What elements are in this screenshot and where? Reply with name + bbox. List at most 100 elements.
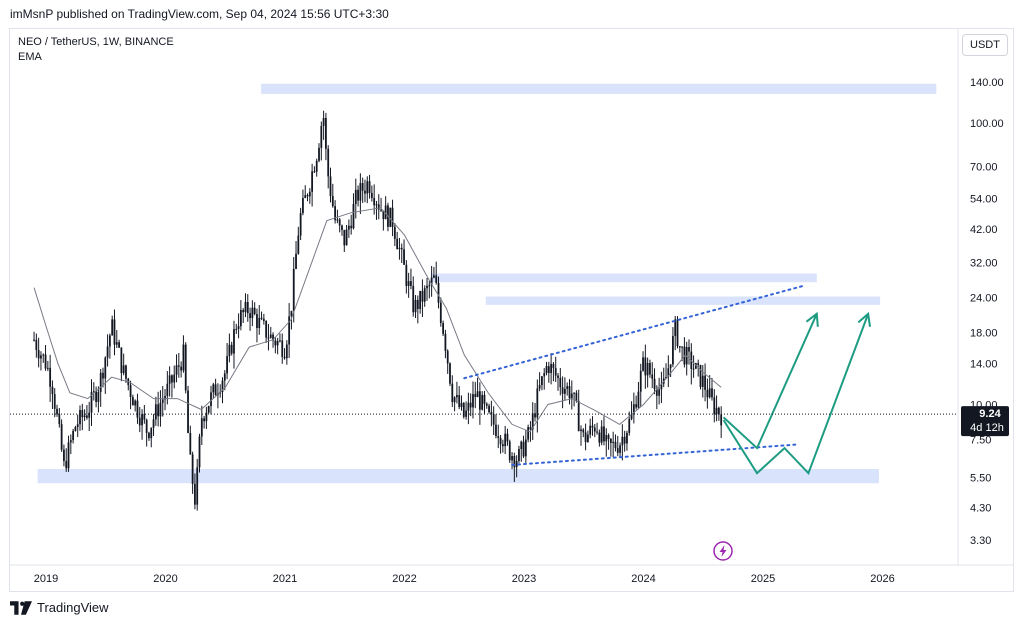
zone-4 bbox=[37, 468, 879, 484]
y-tick-label: 14.00 bbox=[970, 358, 998, 370]
candle bbox=[88, 401, 91, 432]
candle bbox=[325, 112, 327, 161]
x-tick-label: 2025 bbox=[751, 573, 775, 585]
candle bbox=[416, 295, 419, 324]
candle bbox=[315, 158, 318, 177]
candle bbox=[352, 193, 355, 230]
candle bbox=[288, 303, 291, 359]
candle bbox=[591, 416, 594, 436]
candle bbox=[538, 372, 541, 392]
candle bbox=[644, 344, 647, 389]
candle bbox=[168, 366, 171, 397]
candle bbox=[400, 243, 403, 264]
candle bbox=[205, 406, 208, 429]
candle bbox=[474, 381, 477, 409]
candle bbox=[164, 389, 166, 411]
symbol-label: NEO / TetherUS, 1W, BINANCE bbox=[18, 36, 174, 48]
candle bbox=[478, 382, 481, 425]
candle bbox=[115, 330, 118, 349]
y-tick-label: 100.00 bbox=[970, 118, 1004, 130]
candle bbox=[453, 396, 456, 412]
candle bbox=[79, 405, 81, 431]
candle bbox=[541, 375, 543, 391]
candle bbox=[306, 193, 309, 202]
candle bbox=[469, 393, 472, 417]
candle bbox=[490, 400, 493, 427]
candle bbox=[403, 239, 405, 265]
candle bbox=[623, 430, 626, 452]
candle bbox=[437, 276, 440, 309]
candle bbox=[584, 423, 587, 451]
candle bbox=[527, 424, 530, 443]
currency-button[interactable]: USDT bbox=[962, 34, 1008, 56]
candle bbox=[412, 276, 415, 317]
candle bbox=[465, 401, 467, 420]
candle bbox=[708, 375, 711, 399]
candle bbox=[187, 385, 189, 434]
candle bbox=[283, 348, 286, 360]
candle bbox=[53, 388, 56, 418]
candle bbox=[134, 399, 137, 412]
projection-arrowhead-1 bbox=[805, 311, 819, 327]
candle bbox=[377, 194, 380, 220]
candle bbox=[90, 379, 93, 426]
ema-line bbox=[33, 207, 722, 433]
candle bbox=[200, 405, 203, 446]
candle bbox=[364, 179, 366, 203]
x-tick-label: 2026 bbox=[870, 573, 894, 585]
candle bbox=[552, 362, 555, 382]
candle bbox=[198, 433, 201, 473]
trendline-1 bbox=[463, 284, 806, 380]
footer: TradingView bbox=[10, 600, 109, 615]
candle bbox=[304, 185, 307, 199]
candle bbox=[410, 268, 412, 290]
candle bbox=[524, 430, 527, 463]
candle bbox=[125, 364, 127, 383]
candle bbox=[276, 337, 279, 355]
candle bbox=[472, 381, 474, 419]
candle bbox=[83, 409, 86, 422]
candle bbox=[299, 207, 302, 240]
candle bbox=[428, 281, 431, 299]
candle bbox=[37, 337, 40, 368]
candle bbox=[580, 425, 582, 446]
candle bbox=[60, 419, 63, 452]
candle bbox=[488, 403, 490, 414]
candle bbox=[343, 229, 346, 253]
candle bbox=[665, 363, 667, 379]
indicator-label: EMA bbox=[18, 51, 42, 63]
projection-path-1 bbox=[722, 313, 818, 450]
candle bbox=[108, 333, 111, 359]
candle bbox=[426, 277, 428, 301]
candle bbox=[593, 423, 596, 438]
candle bbox=[577, 389, 580, 432]
candle bbox=[122, 353, 125, 376]
candle bbox=[616, 435, 619, 457]
candle bbox=[515, 455, 518, 478]
candle bbox=[336, 209, 339, 224]
candle bbox=[653, 368, 656, 395]
candle bbox=[138, 407, 141, 433]
candle bbox=[350, 214, 353, 235]
candle bbox=[136, 393, 139, 424]
candle bbox=[251, 300, 254, 327]
footer-brand: TradingView bbox=[37, 600, 109, 615]
candle bbox=[662, 367, 665, 388]
candle bbox=[485, 402, 488, 409]
candle bbox=[536, 379, 539, 433]
candle bbox=[74, 425, 77, 432]
candle bbox=[357, 185, 359, 207]
candle bbox=[545, 361, 548, 376]
lightning-icon[interactable] bbox=[713, 541, 733, 561]
x-tick-label: 2024 bbox=[631, 573, 655, 585]
candle bbox=[614, 434, 617, 452]
candle bbox=[501, 439, 504, 453]
x-tick-label: 2023 bbox=[512, 573, 536, 585]
candle bbox=[439, 297, 442, 327]
candle bbox=[143, 405, 146, 424]
x-tick-label: 2019 bbox=[34, 573, 58, 585]
candle bbox=[504, 425, 507, 454]
candle bbox=[451, 375, 454, 408]
candle bbox=[86, 405, 88, 420]
